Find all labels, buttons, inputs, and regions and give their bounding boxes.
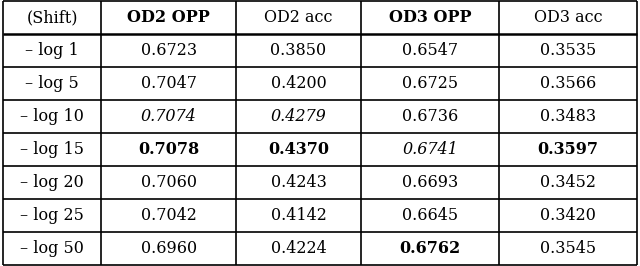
Text: 0.3545: 0.3545 xyxy=(540,240,596,257)
Text: 0.6736: 0.6736 xyxy=(402,108,458,125)
Text: 0.3566: 0.3566 xyxy=(540,75,596,92)
Text: 0.6547: 0.6547 xyxy=(402,42,458,59)
Text: – log 50: – log 50 xyxy=(20,240,84,257)
Text: 0.6741: 0.6741 xyxy=(403,141,458,158)
Text: 0.3597: 0.3597 xyxy=(538,141,598,158)
Text: 0.6693: 0.6693 xyxy=(402,174,458,191)
Text: 0.3420: 0.3420 xyxy=(540,207,596,224)
Text: 0.3452: 0.3452 xyxy=(540,174,596,191)
Text: 0.3850: 0.3850 xyxy=(270,42,326,59)
Text: OD2 acc: OD2 acc xyxy=(264,9,333,26)
Text: – log 20: – log 20 xyxy=(20,174,84,191)
Text: OD3 OPP: OD3 OPP xyxy=(389,9,472,26)
Text: 0.6723: 0.6723 xyxy=(141,42,196,59)
Text: – log 10: – log 10 xyxy=(20,108,84,125)
Text: 0.4243: 0.4243 xyxy=(271,174,326,191)
Text: 0.3483: 0.3483 xyxy=(540,108,596,125)
Text: – log 15: – log 15 xyxy=(20,141,84,158)
Text: (Shift): (Shift) xyxy=(26,9,78,26)
Text: 0.4370: 0.4370 xyxy=(268,141,329,158)
Text: OD2 OPP: OD2 OPP xyxy=(127,9,210,26)
Text: 0.6725: 0.6725 xyxy=(402,75,458,92)
Text: 0.6762: 0.6762 xyxy=(399,240,461,257)
Text: 0.7078: 0.7078 xyxy=(138,141,199,158)
Text: 0.4279: 0.4279 xyxy=(271,108,326,125)
Text: 0.4200: 0.4200 xyxy=(271,75,326,92)
Text: 0.6960: 0.6960 xyxy=(141,240,196,257)
Text: OD3 acc: OD3 acc xyxy=(534,9,602,26)
Text: 0.4224: 0.4224 xyxy=(271,240,326,257)
Text: 0.7074: 0.7074 xyxy=(141,108,196,125)
Text: 0.7042: 0.7042 xyxy=(141,207,196,224)
Text: – log 5: – log 5 xyxy=(26,75,79,92)
Text: 0.6645: 0.6645 xyxy=(402,207,458,224)
Text: 0.7047: 0.7047 xyxy=(141,75,196,92)
Text: – log 25: – log 25 xyxy=(20,207,84,224)
Text: 0.4142: 0.4142 xyxy=(271,207,326,224)
Text: 0.3535: 0.3535 xyxy=(540,42,596,59)
Text: 0.7060: 0.7060 xyxy=(141,174,196,191)
Text: – log 1: – log 1 xyxy=(26,42,79,59)
